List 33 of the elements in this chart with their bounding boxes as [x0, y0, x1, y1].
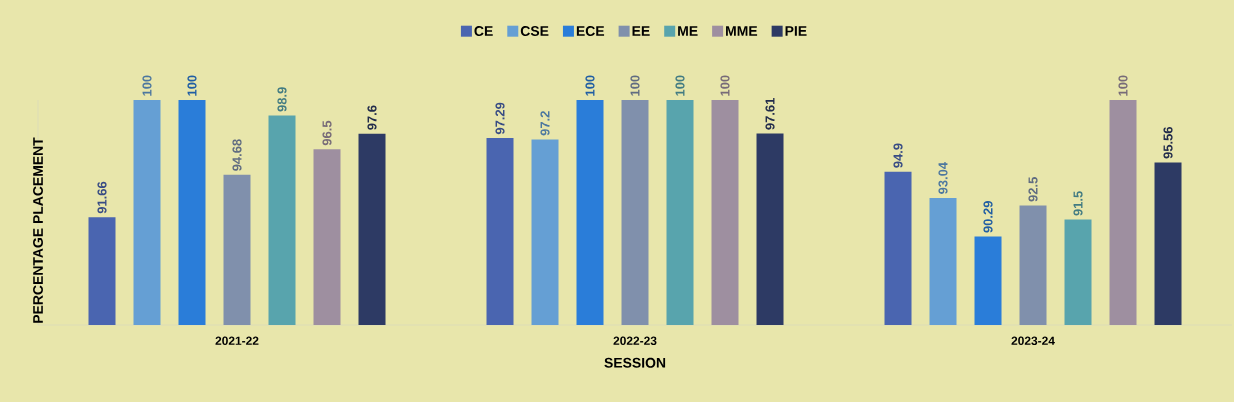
data-label: 93.04	[938, 162, 948, 194]
data-label: 94.68	[232, 139, 242, 171]
data-label: 100	[1118, 75, 1128, 96]
data-label: 90.29	[983, 201, 993, 233]
data-label: 94.9	[893, 143, 903, 168]
data-label: 100	[630, 75, 640, 96]
legend-label: ECE	[576, 26, 605, 36]
data-label: 96.5	[322, 120, 332, 146]
x-tick-label: 2022-23	[613, 336, 657, 346]
data-label: 100	[187, 75, 197, 96]
data-label: 100	[142, 75, 152, 96]
data-label: 91.5	[1073, 191, 1083, 216]
legend-label: EE	[632, 26, 650, 36]
data-label: 100	[720, 75, 730, 96]
data-label: 97.6	[367, 105, 377, 130]
legend-label: CSE	[520, 26, 549, 36]
data-label: 92.5	[1028, 177, 1038, 202]
x-tick-label: 2023-24	[1011, 336, 1055, 346]
x-axis-title: SESSION	[604, 357, 666, 368]
legend-label: PIE	[785, 26, 807, 36]
data-label: 98.9	[277, 87, 287, 112]
data-label: 100	[585, 75, 595, 96]
legend-label: CE	[474, 26, 493, 36]
data-label: 91.66	[97, 181, 107, 214]
data-label: 97.61	[765, 98, 775, 130]
data-label: 100	[675, 75, 685, 96]
data-label: 97.2	[540, 111, 550, 136]
data-label: 97.29	[495, 102, 505, 135]
y-axis-title: PERCENTAGE PLACEMENT	[33, 137, 43, 323]
data-label: 95.56	[1163, 126, 1173, 159]
legend-label: MME	[726, 26, 758, 36]
legend-label: ME	[678, 26, 698, 36]
x-tick-label: 2021-22	[215, 336, 259, 345]
